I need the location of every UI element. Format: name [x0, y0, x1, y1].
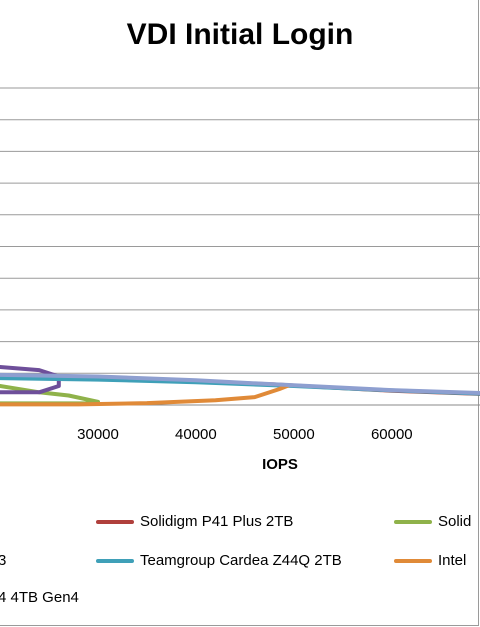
series-line-4 [0, 383, 291, 407]
x-tick-label-1: 40000 [175, 426, 217, 443]
legend-item-intel: Intel [394, 552, 466, 569]
legend-item-teamgroup: Teamgroup Cardea Z44Q 2TB [96, 552, 342, 569]
legend-swatch [96, 559, 134, 564]
legend-swatch [394, 559, 432, 564]
series-line-5 [0, 372, 480, 395]
legend-label: Intel [438, 552, 467, 569]
chart-title: VDI Initial Login [126, 18, 354, 51]
x-tick-label-2: 50000 [273, 426, 315, 443]
legend-item-3: 3 [0, 552, 6, 569]
legend-item-solid: Solid [394, 513, 471, 530]
series-line-2 [0, 365, 61, 395]
legend-label: Teamgroup Cardea Z44Q 2TB [140, 552, 342, 569]
x-axis-label: IOPS [262, 456, 298, 473]
legend-swatch [96, 520, 134, 525]
legend-label: 4 4TB Gen4 [0, 589, 79, 606]
x-tick-label-0: 30000 [77, 426, 119, 443]
legend-item-solidigm-p41: Solidigm P41 Plus 2TB [96, 513, 293, 530]
legend-label: Solidigm P41 Plus 2TB [140, 513, 294, 530]
legend-item-gen4: 4 4TB Gen4 [0, 589, 79, 606]
legend-swatch [394, 520, 432, 525]
legend-label: Solid [438, 513, 472, 530]
x-tick-label-3: 60000 [371, 426, 413, 443]
legend-label: 3 [0, 552, 7, 569]
